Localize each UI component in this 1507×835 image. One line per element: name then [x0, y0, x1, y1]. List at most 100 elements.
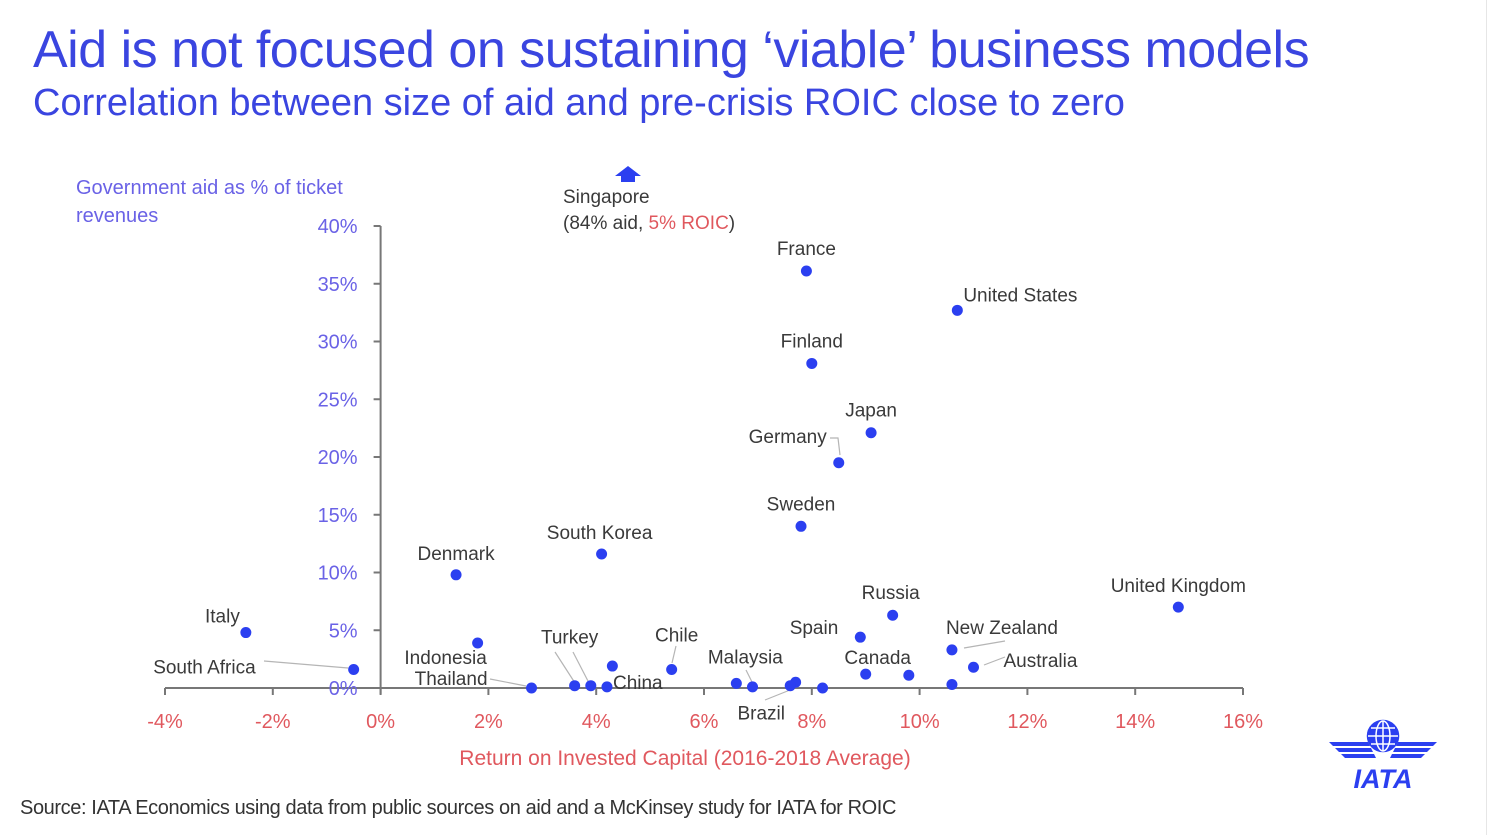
leader-line — [263, 660, 349, 669]
point-label: Finland — [781, 331, 843, 352]
x-tick-label: 12% — [1007, 711, 1047, 733]
data-point — [730, 677, 742, 689]
data-point — [946, 644, 958, 656]
point-label: Russia — [862, 583, 921, 604]
point-label: United States — [963, 285, 1077, 306]
x-tick-label: 10% — [900, 711, 940, 733]
data-point — [666, 664, 678, 676]
x-tick-label: 4% — [582, 711, 611, 733]
singapore-label: Singapore — [563, 187, 650, 208]
data-point — [968, 661, 979, 673]
data-point — [585, 680, 597, 692]
point-label: New Zealand — [946, 618, 1058, 639]
iata-logo: IATA — [1326, 716, 1440, 796]
data-point — [860, 668, 872, 680]
axes: -4% -2% 0% 2% 4% 6% 8% 10% 12% 14% 16% 0% 5% 10% 15% 20… — [147, 216, 1263, 733]
leader-line — [489, 678, 527, 687]
globe-icon — [1366, 719, 1400, 753]
data-point — [450, 569, 462, 581]
point-label: Japan — [845, 401, 897, 422]
data-point — [951, 304, 963, 316]
wings-icon — [1329, 742, 1437, 758]
y-tick-label: 20% — [318, 447, 358, 469]
y-tick-label: 40% — [318, 216, 358, 238]
point-label: China — [613, 673, 663, 694]
singapore-detail: (84% aid, 5% ROIC) — [563, 213, 735, 234]
leader-line — [572, 651, 590, 684]
data-point — [833, 457, 845, 469]
y-tick-label: 30% — [318, 332, 358, 354]
data-points — [240, 265, 1184, 694]
singapore-roic: 5% ROIC — [649, 213, 729, 234]
data-point — [865, 427, 877, 439]
point-label: Denmark — [418, 544, 496, 565]
y-tick-label: 15% — [318, 505, 358, 527]
y-tick-label: 35% — [318, 274, 358, 296]
x-tick-label: 2% — [474, 711, 503, 733]
point-labels: France United States Finland Japan Germany Sw… — [153, 239, 1246, 725]
source-note: Source: IATA Economics using data from p… — [20, 797, 896, 819]
leader-line — [554, 651, 576, 684]
point-label: France — [777, 239, 836, 260]
right-border — [1486, 0, 1487, 835]
x-tick-label: -2% — [255, 711, 291, 733]
point-label: South Korea — [547, 523, 653, 544]
y-tick-label: 0% — [329, 678, 358, 700]
leader-line — [963, 640, 1006, 649]
x-tick-label: 14% — [1115, 711, 1155, 733]
point-label: Australia — [1004, 651, 1078, 672]
leader-line — [830, 437, 841, 456]
y-tick-label: 5% — [329, 620, 358, 642]
point-label: Chile — [655, 626, 698, 647]
point-label: South Africa — [153, 658, 256, 679]
data-point — [569, 680, 581, 692]
page-title: Aid is not focused on sustaining ‘viable… — [33, 21, 1310, 79]
x-axis-title: Return on Invested Capital (2016-2018 Av… — [459, 747, 910, 770]
point-label: Turkey — [541, 628, 599, 649]
data-point — [800, 265, 812, 277]
data-point — [795, 520, 807, 532]
leader-line — [745, 669, 753, 683]
singapore-aid: (84% aid, — [563, 213, 649, 234]
data-point — [1172, 601, 1184, 613]
y-tick-label: 10% — [318, 563, 358, 585]
point-label: Spain — [790, 618, 839, 639]
point-label: Canada — [844, 648, 911, 669]
page-subtitle: Correlation between size of aid and pre-… — [33, 82, 1125, 124]
point-label: Indonesia — [404, 648, 487, 669]
up-arrow-icon — [615, 166, 641, 182]
point-label: Thailand — [415, 669, 488, 690]
point-label: United Kingdom — [1111, 576, 1246, 597]
x-tick-label: 8% — [797, 711, 826, 733]
data-point — [887, 609, 899, 621]
x-tick-label: -4% — [147, 711, 183, 733]
data-point — [817, 682, 829, 694]
iata-logo-text: IATA — [1354, 764, 1413, 794]
data-point — [596, 548, 608, 560]
x-tick-label: 0% — [366, 711, 395, 733]
data-point — [946, 679, 958, 691]
leader-line — [983, 656, 1006, 666]
data-point — [747, 681, 759, 693]
point-label: Germany — [749, 427, 828, 448]
data-point — [348, 664, 360, 676]
data-point — [601, 681, 613, 693]
data-point — [472, 637, 484, 649]
leader-lines — [263, 437, 1006, 701]
x-tick-label: 6% — [690, 711, 719, 733]
data-point — [854, 631, 866, 643]
data-point — [606, 660, 618, 672]
data-point — [240, 627, 252, 639]
leader-line — [671, 645, 677, 664]
data-point — [903, 669, 915, 681]
data-point — [806, 357, 818, 369]
point-label: Sweden — [767, 494, 836, 515]
point-label: Italy — [205, 607, 240, 628]
y-tick-label: 25% — [318, 389, 358, 411]
point-label: Malaysia — [708, 647, 783, 668]
singapore-annotation: Singapore (84% aid, 5% ROIC) — [563, 166, 735, 234]
y-axis-title: Government aid as % of ticket revenues — [76, 177, 343, 227]
x-tick-label: 16% — [1223, 711, 1263, 733]
data-point — [526, 682, 538, 694]
singapore-close: ) — [729, 213, 735, 234]
